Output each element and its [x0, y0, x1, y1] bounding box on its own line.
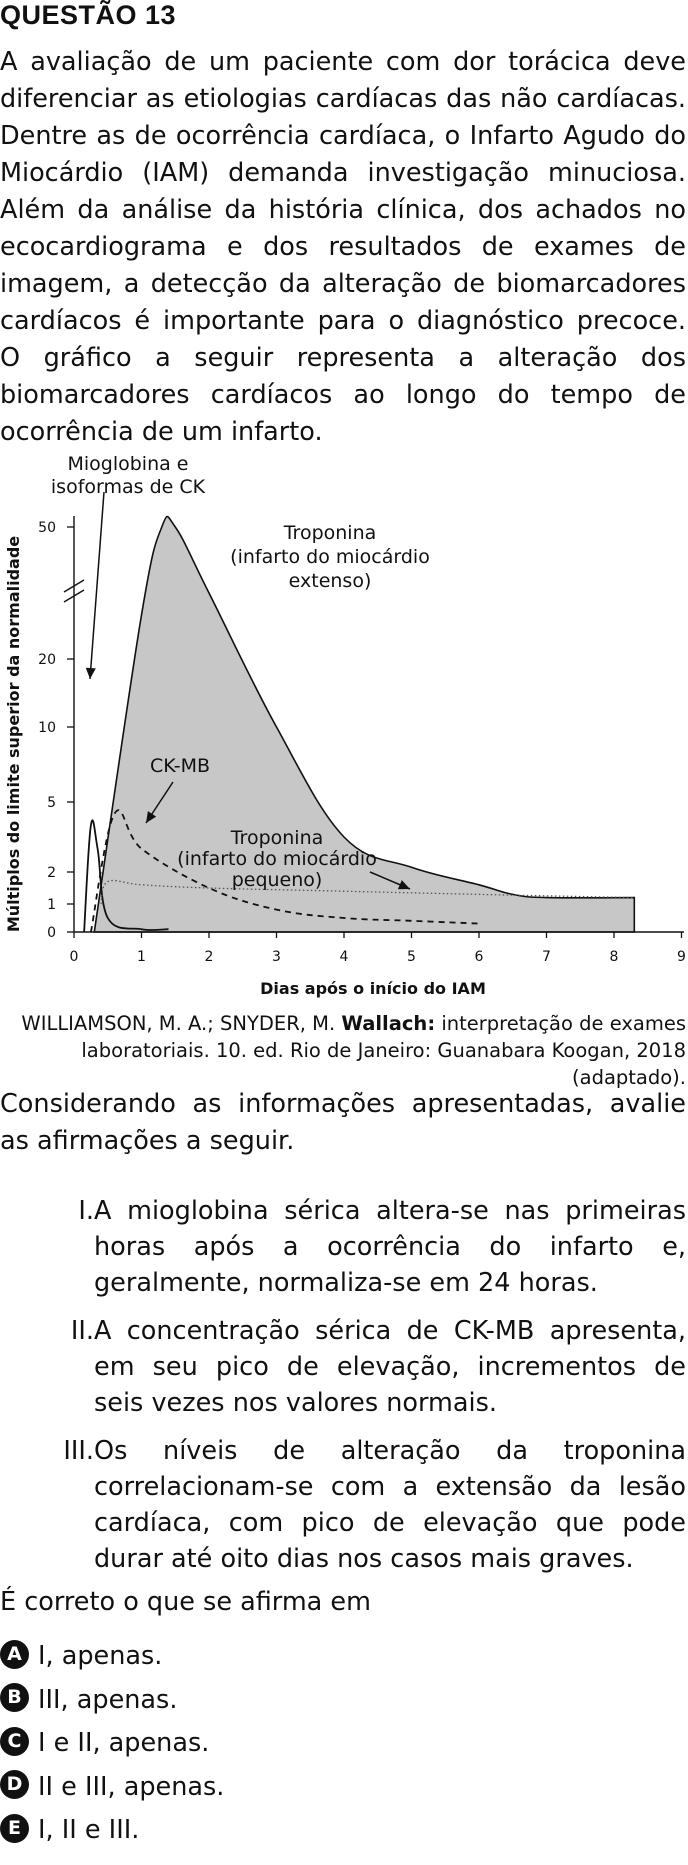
option-letter-badge: A — [0, 1639, 29, 1669]
intro-line: Miocárdio (IAM) demanda investigação min… — [0, 158, 686, 188]
option-text: I e II, apenas. — [38, 1728, 210, 1758]
myoglobin-label: Mioglobina e — [67, 453, 188, 475]
question-intro: A avaliação de um paciente com dor torác… — [0, 44, 686, 451]
statement-item: II. A concentração sérica de CK-MB apres… — [0, 1313, 686, 1421]
citation-authors: WILLIAMSON, M. A.; SNYDER, M. — [21, 1012, 342, 1035]
troponin-small-label: Troponina — [230, 827, 324, 849]
statement-number: I. — [78, 1196, 94, 1226]
troponin-small-label: pequeno) — [232, 869, 323, 891]
biomarker-chart-svg: 0 1 2 5 10 20 50 0 1 2 3 4 5 6 7 8 9 Dias após o início d… — [4, 453, 686, 998]
x-tick-label: 7 — [542, 949, 551, 965]
x-tick-label: 5 — [407, 949, 416, 965]
option-letter-badge: B — [0, 1683, 29, 1712]
intro-line: cardíacos é importante para o diagnóstic… — [0, 306, 686, 336]
intro-line: ecocardiograma e dos resultados de exame… — [0, 232, 686, 262]
statements-list: I. A mioglobina sérica altera-se nas pri… — [0, 1193, 686, 1589]
x-tick-label: 8 — [610, 949, 619, 965]
statement-number: III. — [63, 1436, 94, 1466]
y-tick-label: 0 — [47, 925, 56, 941]
chart-citation: WILLIAMSON, M. A.; SNYDER, M. Wallach: i… — [0, 1010, 686, 1091]
x-tick-label: 6 — [475, 949, 484, 965]
x-tick-label: 9 — [677, 949, 686, 965]
myoglobin-label: isoformas de CK — [51, 476, 206, 498]
intro-line: Dentre as de ocorrência cardíaca, o Infa… — [0, 121, 686, 151]
troponin-extensive-label: (infarto do miocárdio — [230, 546, 430, 568]
intro-line: imagem, a detecção da alteração de bioma… — [0, 269, 686, 299]
myoglobin-arrow — [89, 491, 105, 680]
x-tick-label: 1 — [137, 949, 146, 965]
question-title: QUESTÃO 13 — [0, 0, 177, 30]
intro-line: Além da análise da história clínica, dos… — [0, 195, 686, 225]
statement-line: A concentração sérica de CK-MB apresenta… — [94, 1316, 686, 1346]
myoglobin-arrow-head — [85, 667, 96, 679]
y-tick-label: 20 — [38, 652, 56, 668]
axis-break-mark — [63, 589, 85, 603]
option-b[interactable]: B III, apenas. — [0, 1682, 224, 1726]
statement-line: Os níveis de alteração da troponina — [94, 1436, 686, 1466]
option-text: II e III, apenas. — [38, 1771, 225, 1802]
x-axis-title: Dias após o início do IAM — [260, 979, 486, 998]
statement-item: III. Os níveis de alteração da troponina… — [0, 1433, 686, 1577]
prompt-line: as afirmações a seguir. — [0, 1126, 295, 1156]
option-text: III, apenas. — [38, 1684, 178, 1715]
y-tick-label: 10 — [38, 720, 56, 736]
option-text: I, apenas. — [38, 1641, 163, 1671]
option-letter-badge: E — [0, 1813, 29, 1843]
intro-line: A avaliação de um paciente com dor torác… — [0, 47, 686, 77]
statement-line: cardíaca, com pico de elevação que pode — [94, 1508, 686, 1538]
y-axis-title: Múltiplos do limite superior da normalid… — [4, 536, 23, 932]
intro-line: diferenciar as etiologias cardíacas das … — [0, 84, 686, 114]
troponin-small-line — [100, 879, 635, 905]
ckmb-label: CK-MB — [150, 755, 210, 777]
citation-line: (adaptado). — [572, 1066, 686, 1089]
option-a[interactable]: A I, apenas. — [0, 1638, 224, 1682]
troponin-extensive-label: Troponina — [283, 522, 377, 544]
answer-options: A I, apenas. B III, apenas. C I e II, apena… — [0, 1638, 224, 1856]
question-stem: É correto o que se afirma em — [0, 1587, 371, 1617]
statement-line: durar até oito dias nos casos mais grave… — [94, 1544, 634, 1574]
statement-item: I. A mioglobina sérica altera-se nas pri… — [0, 1193, 686, 1301]
option-c[interactable]: C I e II, apenas. — [0, 1725, 224, 1769]
x-tick-label: 2 — [205, 949, 214, 965]
troponin-small-label: (infarto do miocárdio — [177, 848, 377, 870]
citation-line: laboratoriais. 10. ed. Rio de Janeiro: G… — [81, 1039, 686, 1062]
ckmb-arrow-head — [146, 811, 157, 823]
option-text: I, II e III. — [38, 1815, 140, 1845]
y-tick-label: 5 — [47, 795, 56, 811]
x-tick-label: 4 — [340, 949, 349, 965]
y-tick-label: 1 — [47, 897, 56, 913]
troponin-small-arrow-head — [397, 880, 410, 890]
intro-line: biomarcadores cardíacos ao longo do temp… — [0, 380, 686, 410]
biomarker-chart: 0 1 2 5 10 20 50 0 1 2 3 4 5 6 7 8 9 Dias após o início d… — [0, 452, 688, 1012]
citation-subtitle: interpretação de exames — [435, 1012, 686, 1035]
statement-line: A mioglobina sérica altera-se nas primei… — [94, 1196, 686, 1226]
option-letter-badge: C — [0, 1726, 29, 1756]
y-tick-label: 50 — [38, 520, 56, 536]
option-e[interactable]: E I, II e III. — [0, 1812, 224, 1856]
option-letter-badge: D — [0, 1770, 29, 1799]
y-tick-label: 2 — [47, 865, 56, 881]
statement-number: II. — [70, 1316, 94, 1346]
prompt-line: Considerando as informações apresentadas… — [0, 1089, 686, 1119]
statement-line: em seu pico de elevação, incrementos de — [94, 1352, 686, 1382]
x-tick-label: 3 — [272, 949, 281, 965]
statement-line: correlacionam-se com a extensão da lesão — [94, 1472, 686, 1502]
troponin-extensive-label: extenso) — [289, 570, 372, 592]
statements-prompt: Considerando as informações apresentadas… — [0, 1086, 686, 1160]
intro-line: ocorrência de um infarto. — [0, 417, 323, 447]
statement-line: geralmente, normaliza-se em 24 horas. — [94, 1268, 598, 1298]
x-tick-label: 0 — [70, 949, 79, 965]
statement-line: horas após a ocorrência do infarto e, — [94, 1232, 686, 1262]
statement-line: seis vezes nos valores normais. — [94, 1388, 497, 1418]
troponin-extensive-area — [93, 515, 636, 933]
option-d[interactable]: D II e III, apenas. — [0, 1769, 224, 1813]
citation-book-title: Wallach: — [341, 1012, 436, 1035]
intro-line: O gráfico a seguir representa a alteraçã… — [0, 343, 686, 373]
myoglobin-line — [83, 819, 169, 933]
axis-break-mark — [63, 579, 85, 593]
